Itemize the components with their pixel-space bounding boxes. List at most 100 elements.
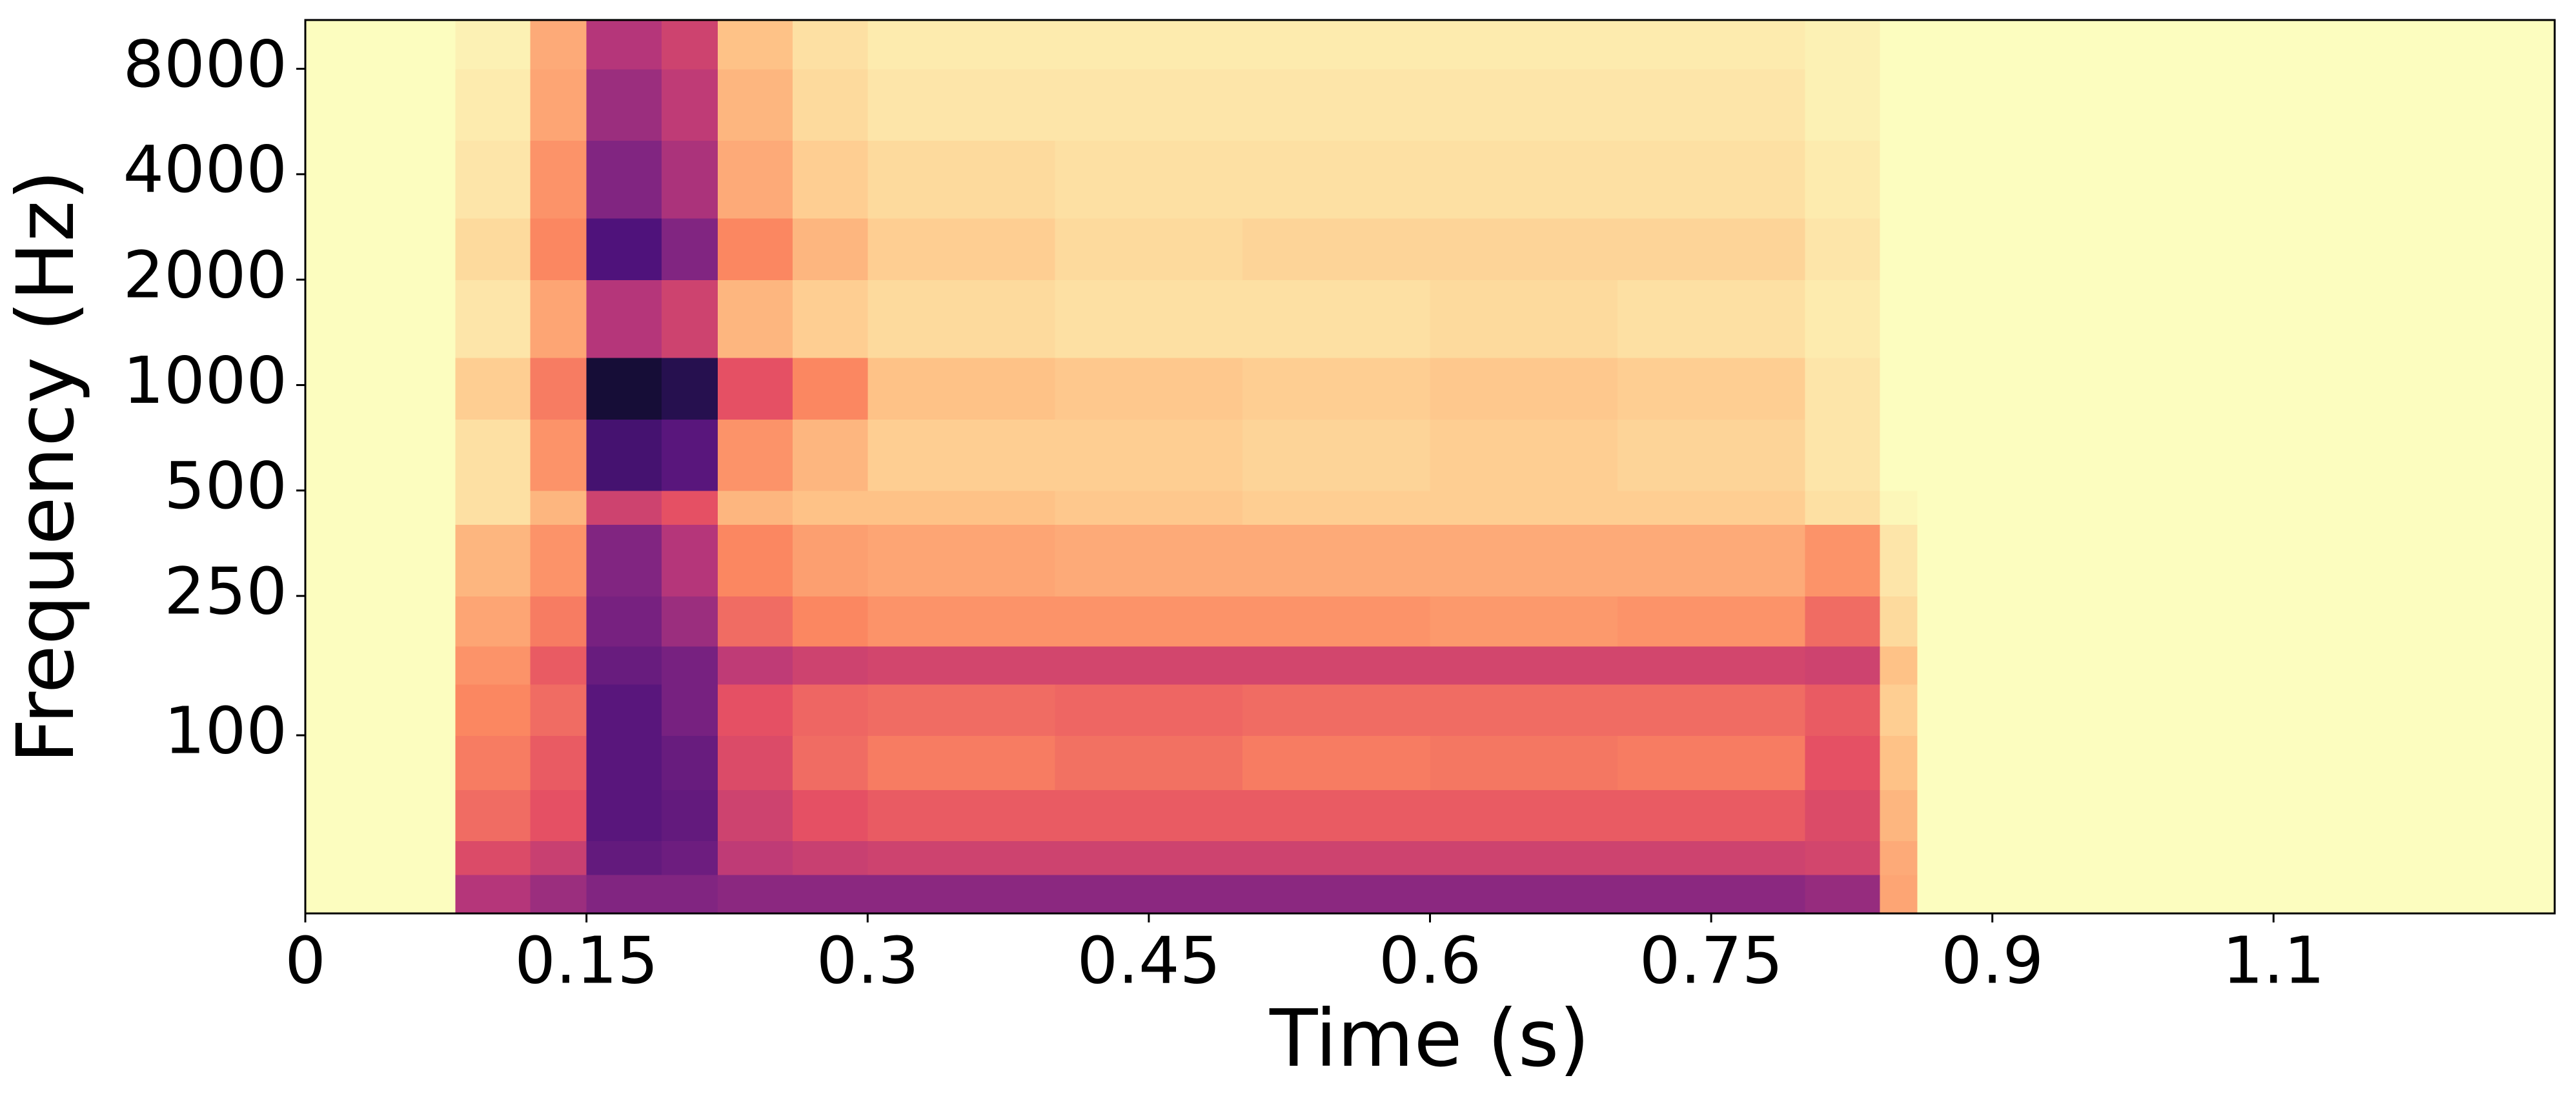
heatmap-cell [1242,140,1431,219]
heatmap-cell [1617,735,1806,790]
x-tick-label: 0.9 [1941,922,2044,998]
heatmap-cell [1055,789,1243,842]
heatmap-cell [530,596,587,647]
x-tick-label: 0 [285,922,326,998]
heatmap-cell [1617,218,1806,281]
heatmap-cell [867,357,1056,420]
x-tick-label: 0.6 [1379,922,1481,998]
heatmap-cell [1617,68,1806,141]
heatmap-cell [717,684,793,736]
heatmap-cell [1917,419,2555,491]
heatmap-cell [867,68,1056,141]
heatmap-cell [717,20,793,70]
heatmap-cell [1617,419,1806,491]
heatmap-cell [1617,20,1806,70]
heatmap-cell [867,490,1056,525]
heatmap-cell [455,490,531,525]
heatmap-cell [530,68,587,141]
heatmap-cell [1055,357,1243,420]
heatmap-cell [1617,490,1806,525]
heatmap-cell [1242,280,1431,358]
heatmap-cell [1805,20,1881,70]
heatmap-cell [455,280,531,358]
heatmap-cell [793,684,869,736]
heatmap-cell [305,735,456,790]
heatmap-cell [530,140,587,219]
heatmap-cell [455,524,531,596]
heatmap-cell [793,218,869,281]
heatmap-cell [1805,684,1881,736]
heatmap-cell [1430,524,1618,596]
heatmap-cell [1805,218,1881,281]
heatmap-cell [1617,874,1806,914]
heatmap-cell [586,280,662,358]
heatmap-cell [1880,68,1918,141]
heatmap-cell [717,874,793,914]
heatmap-cell [867,684,1056,736]
heatmap-cell [455,735,531,790]
heatmap-cell [530,646,587,685]
heatmap-cell [867,596,1056,647]
heatmap-cell [586,68,662,141]
x-tick-label: 0.3 [816,922,919,998]
y-tick-label: 100 [164,693,287,768]
heatmap-cell [1242,874,1431,914]
y-tick-label: 250 [164,553,287,629]
heatmap-cell [1617,789,1806,842]
heatmap-cell [455,646,531,685]
heatmap-cell [1430,840,1618,875]
heatmap-cell [661,280,718,358]
heatmap-cell [1805,840,1881,875]
heatmap-cell [1430,596,1618,647]
heatmap-cell [1430,357,1618,420]
heatmap-cell [793,874,869,914]
y-tick-label: 8000 [123,26,288,102]
heatmap-cell [1430,280,1618,358]
heatmap-cell [1880,524,1918,596]
heatmap-cell [530,684,587,736]
heatmap-cell [1055,218,1243,281]
heatmap-cell [1430,789,1618,842]
heatmap-cell [530,735,587,790]
heatmap-cell [305,68,456,141]
heatmap-cell [717,357,793,420]
heatmap-cell [1917,218,2555,281]
heatmap-cell [1430,20,1618,70]
heatmap-cell [793,140,869,219]
heatmap-cell [1617,596,1806,647]
heatmap-cell [793,646,869,685]
heatmap-cell [1805,357,1881,420]
heatmap-cell [586,357,662,420]
heatmap-cell [1805,735,1881,790]
heatmap-cell [793,735,869,790]
heatmap-cell [455,140,531,219]
heatmap-cell [717,218,793,281]
heatmap-cell [586,419,662,491]
heatmap-cell [661,789,718,842]
heatmap-cell [1055,646,1243,685]
heatmap-cell [1880,218,1918,281]
heatmap-cell [1055,684,1243,736]
heatmap-cell [661,490,718,525]
heatmap-cell [305,840,456,875]
heatmap-cell [661,840,718,875]
heatmap-cell [586,646,662,685]
heatmap-cell [1805,524,1881,596]
heatmap-cell [1805,490,1881,525]
heatmap-cell [1917,68,2555,141]
heatmap-cell [1055,419,1243,491]
heatmap-cell [530,280,587,358]
x-axis-label: Time (s) [1269,993,1590,1084]
heatmap-cell [455,684,531,736]
heatmap-cell [793,789,869,842]
heatmap-cell [305,789,456,842]
heatmap-cell [1242,684,1431,736]
x-tick-label: 0.75 [1639,922,1783,998]
heatmap-cell [1055,68,1243,141]
heatmap-cell [1055,596,1243,647]
heatmap-cell [305,218,456,281]
heatmap-cell [586,874,662,914]
heatmap-cell [1917,490,2555,525]
